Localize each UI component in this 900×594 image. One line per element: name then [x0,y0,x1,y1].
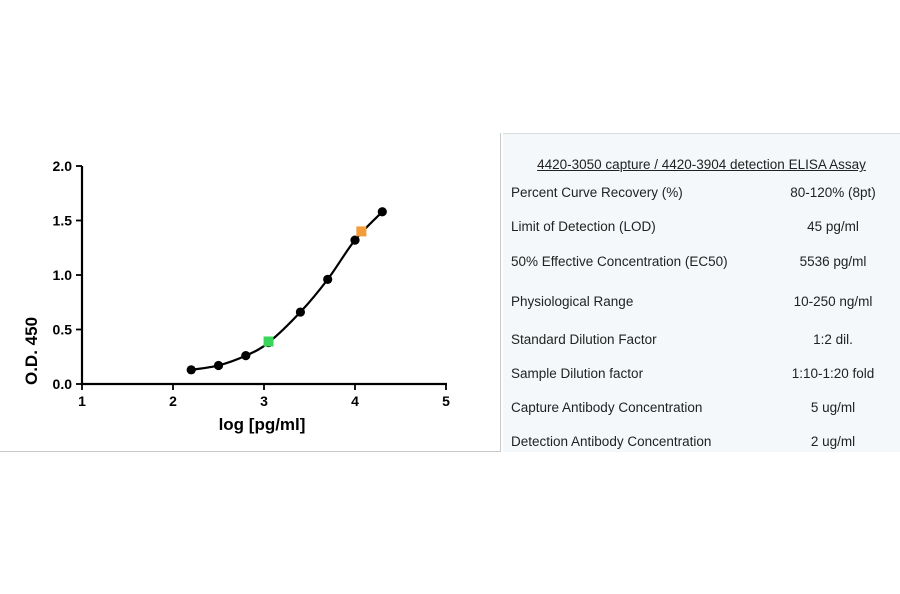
highlight-point [263,336,274,347]
row-value: 1:2 dil. [813,332,853,347]
y-tick-label: 1.5 [53,213,73,229]
x-tick-label: 1 [78,393,86,409]
x-tick-label: 3 [260,393,268,409]
data-point [295,307,305,317]
row-parameter: Detection Antibody Concentration [511,434,712,449]
row-value: 2 ug/ml [810,434,856,449]
row-parameter: Sample Dilution factor [511,366,644,381]
assay-info-table: 4420-3050 capture / 4420-3904 detection … [503,133,900,452]
table-row: Limit of Detection (LOD) 45 pg/ml [503,219,900,239]
row-parameter: Percent Curve Recovery (%) [511,185,683,200]
y-tick-label: 2.0 [53,158,73,174]
fit-curve-line [191,211,384,371]
highlight-point [356,226,367,237]
table-row: Capture Antibody Concentration 5 ug/ml [503,400,900,420]
row-value: 5 ug/ml [810,400,856,415]
row-parameter: Physiological Range [511,294,634,309]
row-parameter: Capture Antibody Concentration [511,400,703,415]
x-tick-label: 5 [442,393,450,409]
data-point [350,235,360,245]
row-parameter: 50% Effective Concentration (EC50) [511,254,728,269]
y-tick-label: 0.0 [53,376,73,392]
table-row: Percent Curve Recovery (%) 80-120% (8pt) [503,185,900,205]
data-point [241,351,251,361]
table-row: 50% Effective Concentration (EC50) 5536 p… [503,254,900,274]
table-title: 4420-3050 capture / 4420-3904 detection … [537,157,866,172]
table-row: Physiological Range 10-250 ng/ml [503,294,900,314]
table-row: Detection Antibody Concentration 2 ug/ml [503,434,900,454]
chart-panel: 1 2 3 4 5 0.0 0.5 1.0 1.5 2.0 log [pg/ml] O.D. 45… [0,133,501,452]
row-value: 80-120% (8pt) [790,185,876,200]
row-value: 10-250 ng/ml [793,294,873,309]
y-axis-title: O.D. 450 [22,317,41,385]
x-axis-title: log [pg/ml] [219,415,306,434]
data-point [377,207,387,217]
x-tick-label: 2 [169,393,177,409]
table-row: Standard Dilution Factor 1:2 dil. [503,332,900,352]
row-value: 1:10-1:20 fold [791,366,875,381]
data-point [323,274,333,284]
y-tick-label: 1.0 [53,267,73,283]
x-tick-label: 4 [351,393,359,409]
data-point [213,360,224,371]
elisa-standard-curve-chart: 1 2 3 4 5 0.0 0.5 1.0 1.5 2.0 log [pg/ml] O.D. 45… [22,158,450,434]
y-tick-label: 0.5 [53,322,73,338]
row-value: 5536 pg/ml [799,254,867,269]
data-point [186,365,196,375]
row-value: 45 pg/ml [807,219,859,234]
row-parameter: Limit of Detection (LOD) [511,219,656,234]
row-parameter: Standard Dilution Factor [511,332,657,347]
table-row: Sample Dilution factor 1:10-1:20 fold [503,366,900,386]
